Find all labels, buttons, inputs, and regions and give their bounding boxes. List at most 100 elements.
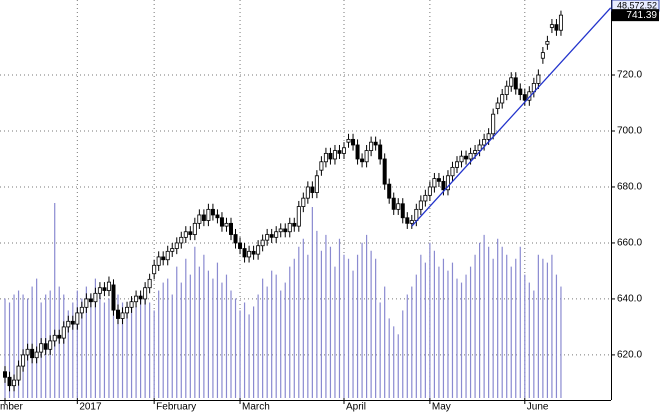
- candle-body: [224, 222, 229, 227]
- candle-body: [454, 161, 459, 168]
- candle-body: [39, 343, 44, 353]
- candle-body: [260, 239, 265, 247]
- candle-body: [509, 77, 514, 87]
- candle-body: [52, 334, 57, 342]
- candle-body: [292, 222, 297, 227]
- candle-body: [188, 231, 193, 235]
- y-tick-label: 660.0: [617, 238, 642, 249]
- candle-body: [125, 306, 130, 314]
- candle-body: [522, 94, 527, 101]
- candle-body: [111, 284, 116, 311]
- candle-body: [391, 197, 396, 210]
- candle-body: [468, 152, 473, 160]
- candle-body: [265, 234, 270, 241]
- candle-body: [554, 24, 559, 31]
- candle-body: [165, 250, 170, 261]
- candle-body: [558, 14, 563, 31]
- candle-body: [215, 214, 220, 219]
- y-tick-label: 700.0: [617, 126, 642, 137]
- x-tick-label: 2017: [79, 402, 102, 412]
- candle-body: [323, 152, 328, 163]
- y-tick-label: 640.0: [617, 294, 642, 305]
- candle-body: [274, 231, 279, 238]
- candle-body: [16, 365, 21, 381]
- candle-body: [418, 200, 423, 210]
- candle-body: [337, 150, 342, 154]
- candle-body: [70, 320, 75, 325]
- candle-body: [247, 250, 252, 258]
- candle-body: [387, 183, 392, 199]
- last-price-box: [612, 9, 659, 22]
- candle-body: [346, 138, 351, 143]
- candle-body: [369, 141, 374, 151]
- x-tick-label: February: [156, 402, 196, 412]
- candle-body: [120, 312, 125, 319]
- candle-body: [201, 214, 206, 221]
- candle-body: [305, 186, 310, 199]
- candle-body: [170, 248, 175, 252]
- candle-body: [228, 222, 233, 235]
- candle-body: [102, 287, 107, 291]
- candle-body: [495, 102, 500, 109]
- candle-body: [518, 88, 523, 96]
- candle-body: [93, 292, 98, 303]
- candle-body: [351, 138, 356, 146]
- candle-body: [287, 222, 292, 233]
- candle-body: [147, 278, 152, 289]
- candle-body: [61, 326, 66, 339]
- candle-body: [382, 158, 387, 185]
- candle-body: [79, 306, 84, 314]
- candle-body: [486, 133, 491, 140]
- candle-body: [364, 150, 369, 163]
- candle-body: [242, 248, 247, 258]
- candle-body: [210, 208, 215, 216]
- candle-body: [314, 175, 319, 193]
- candle-body: [445, 175, 450, 191]
- candle-body: [477, 144, 482, 151]
- candle-body: [400, 203, 405, 219]
- candle-body: [414, 208, 419, 221]
- candle-body: [332, 150, 337, 160]
- candle-body: [504, 85, 509, 96]
- candle-body: [238, 242, 243, 249]
- candle-body: [3, 371, 8, 378]
- candle-body: [57, 334, 62, 339]
- y-tick-label: 620.0: [617, 350, 642, 361]
- candle-body: [378, 144, 383, 160]
- candle-body: [482, 138, 487, 146]
- candle-body: [500, 94, 505, 104]
- candle-body: [441, 180, 446, 191]
- x-tick-label: May: [432, 402, 451, 412]
- candle-body: [25, 348, 30, 356]
- candle-body: [183, 231, 188, 238]
- candle-body: [233, 234, 238, 244]
- last-price-label: 741.39: [626, 10, 657, 21]
- candle-body: [192, 222, 197, 235]
- y-tick-label: 720.0: [617, 70, 642, 81]
- candle-body: [360, 158, 365, 163]
- candle-body: [432, 178, 437, 188]
- candle-body: [549, 24, 554, 28]
- candle-body: [491, 113, 496, 135]
- candle-body: [219, 217, 224, 227]
- candle-body: [405, 217, 410, 224]
- candle-body: [152, 264, 157, 275]
- candle-body: [409, 220, 414, 224]
- candle-body: [301, 197, 306, 207]
- candle-body: [545, 41, 550, 45]
- candle-body: [473, 150, 478, 154]
- candle-body: [12, 379, 17, 387]
- candle-body: [206, 208, 211, 221]
- x-tick-label: June: [527, 402, 549, 412]
- candle-body: [283, 228, 288, 233]
- candle-body: [66, 320, 71, 328]
- candle-body: [21, 354, 26, 367]
- candle-body: [450, 166, 455, 177]
- candle-body: [88, 298, 93, 303]
- candle-body: [134, 295, 139, 303]
- trendline: [411, 7, 612, 227]
- candle-body: [143, 287, 148, 300]
- candle-body: [373, 141, 378, 146]
- candle-body: [106, 281, 111, 291]
- candle-body: [296, 206, 301, 227]
